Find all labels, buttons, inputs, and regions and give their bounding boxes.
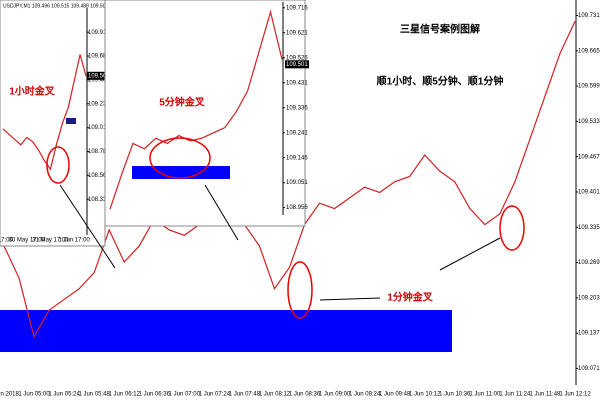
y-tick-label: 109.731 [578,13,600,19]
x-tick-label: 1 Jun 09:00 [319,392,351,398]
x-tick-label: 1 Jun 06:12 [109,392,141,398]
y-tick-label: 109.203 [578,295,600,301]
x-tick-label: 1 Jun 06:36 [139,392,171,398]
highlight [46,146,70,184]
annotations: 三星信号案例图解 顺1小时、顺5分钟、顺1分钟 1分钟金叉 1小时金叉 5分钟金… [9,23,525,319]
y-tick-label: 109.335 [578,225,600,231]
y-tick-label: 108.787 [88,149,110,155]
x-tick-label: 1 Jun 11:00 [469,392,501,398]
x-tick-label: 1 Jun 08:12 [259,392,291,398]
x-tick-label: 1 Jun 2018 [0,392,20,398]
y-tick-label: 108.337 [88,197,110,203]
y-tick-label: 109.716 [286,5,308,11]
y-tick-label: 109.912 [88,30,110,36]
x-tick-label: 1 Jun 07:00 [169,392,201,398]
y-tick-label: 109.599 [578,84,600,90]
x-tick-label: 1 Jun 09:24 [349,392,381,398]
y-tick-label: 109.462 [88,77,110,83]
x-tick-label: 1 Jun 12:12 [559,392,591,398]
price-box [285,60,309,69]
price-label: 109.501 [88,73,110,79]
x-tick-label: 1 Jun 05:48 [78,392,110,398]
inset-background [0,0,106,247]
highlight [499,205,525,251]
marker [66,118,76,124]
y-tick-label: 109.533 [578,119,600,125]
x-tick-label: 1 Jun 05:00 [18,392,50,398]
x-tick-label: 1 Jun 09:48 [379,392,411,398]
x-tick-label: 31 May 17:00 [32,238,69,244]
inset-1h: 109.912 109.687 109.462 109.237 109.012 108.7… [0,0,111,247]
y-tick-label: 109.269 [578,260,600,266]
x-tick-label: 1 Jun 08:36 [289,392,321,398]
chart-title: USDJPY,M1 109.496 109.515 109.488 109.50… [3,3,108,9]
y-tick-label: 109.336 [286,105,308,111]
annotation: 5分钟金叉 [159,96,206,109]
y-tick-label: 109.051 [286,180,308,186]
zone-box [0,310,452,352]
y-tick-label: 108.956 [286,205,308,211]
y-tick-label: 109.467 [578,154,600,160]
y-tick-label: 109.012 [88,125,110,131]
highlight [149,137,211,179]
y-tick-label: 109.431 [286,80,308,86]
arrow [319,297,381,301]
y-tick-label: 109.146 [286,155,308,161]
y-tick-label: 109.687 [88,54,110,60]
price-line [2,54,87,171]
x-tick-label: y 17:00 [0,238,14,244]
price-line [109,9,283,210]
zone-box [132,166,230,179]
arrow [439,237,501,271]
y-tick-label: 109.237 [88,101,110,107]
x-tick-label: 1 Jun 17:00 [58,238,90,244]
y-tick-label: 109.137 [578,331,600,337]
x-tick-label: 1 Jun 05:24 [48,392,80,398]
inset-5m: 109.716 109.621 109.526 109.431 109.336 109.2… [104,0,309,227]
y-tick-label: 109.621 [286,30,308,36]
y-tick-label: 109.401 [578,190,600,196]
x-tick-label: 30 May 17:00 [9,238,46,244]
title: 三星信号案例图解 [400,23,480,36]
inset-background [104,0,306,227]
y-tick-label: 109.526 [286,55,308,61]
arrow [204,184,239,241]
y-tick-label: 109.241 [286,130,308,136]
arrow [59,184,116,269]
price-line [3,21,576,339]
annotation: 1分钟金叉 [387,291,434,304]
x-tick-label: 1 Jun 10:36 [439,392,471,398]
highlight [287,261,313,319]
price-label: 109.501 [286,62,308,68]
subtitle: 顺1小时、顺5分钟、顺1分钟 [377,75,504,88]
y-tick-label: 108.562 [88,173,110,179]
price-box [87,71,111,80]
x-tick-label: 1 Jun 07:48 [229,392,261,398]
x-tick-label: 1 Jun 07:24 [199,392,231,398]
x-tick-label: 1 Jun 11:24 [499,392,531,398]
y-tick-label: 109.071 [578,366,600,372]
annotation: 1小时金叉 [9,85,56,98]
x-tick-label: 1 Jun 11:48 [529,392,561,398]
x-tick-label: 1 Jun 10:12 [409,392,441,398]
y-tick-label: 109.665 [578,48,600,54]
